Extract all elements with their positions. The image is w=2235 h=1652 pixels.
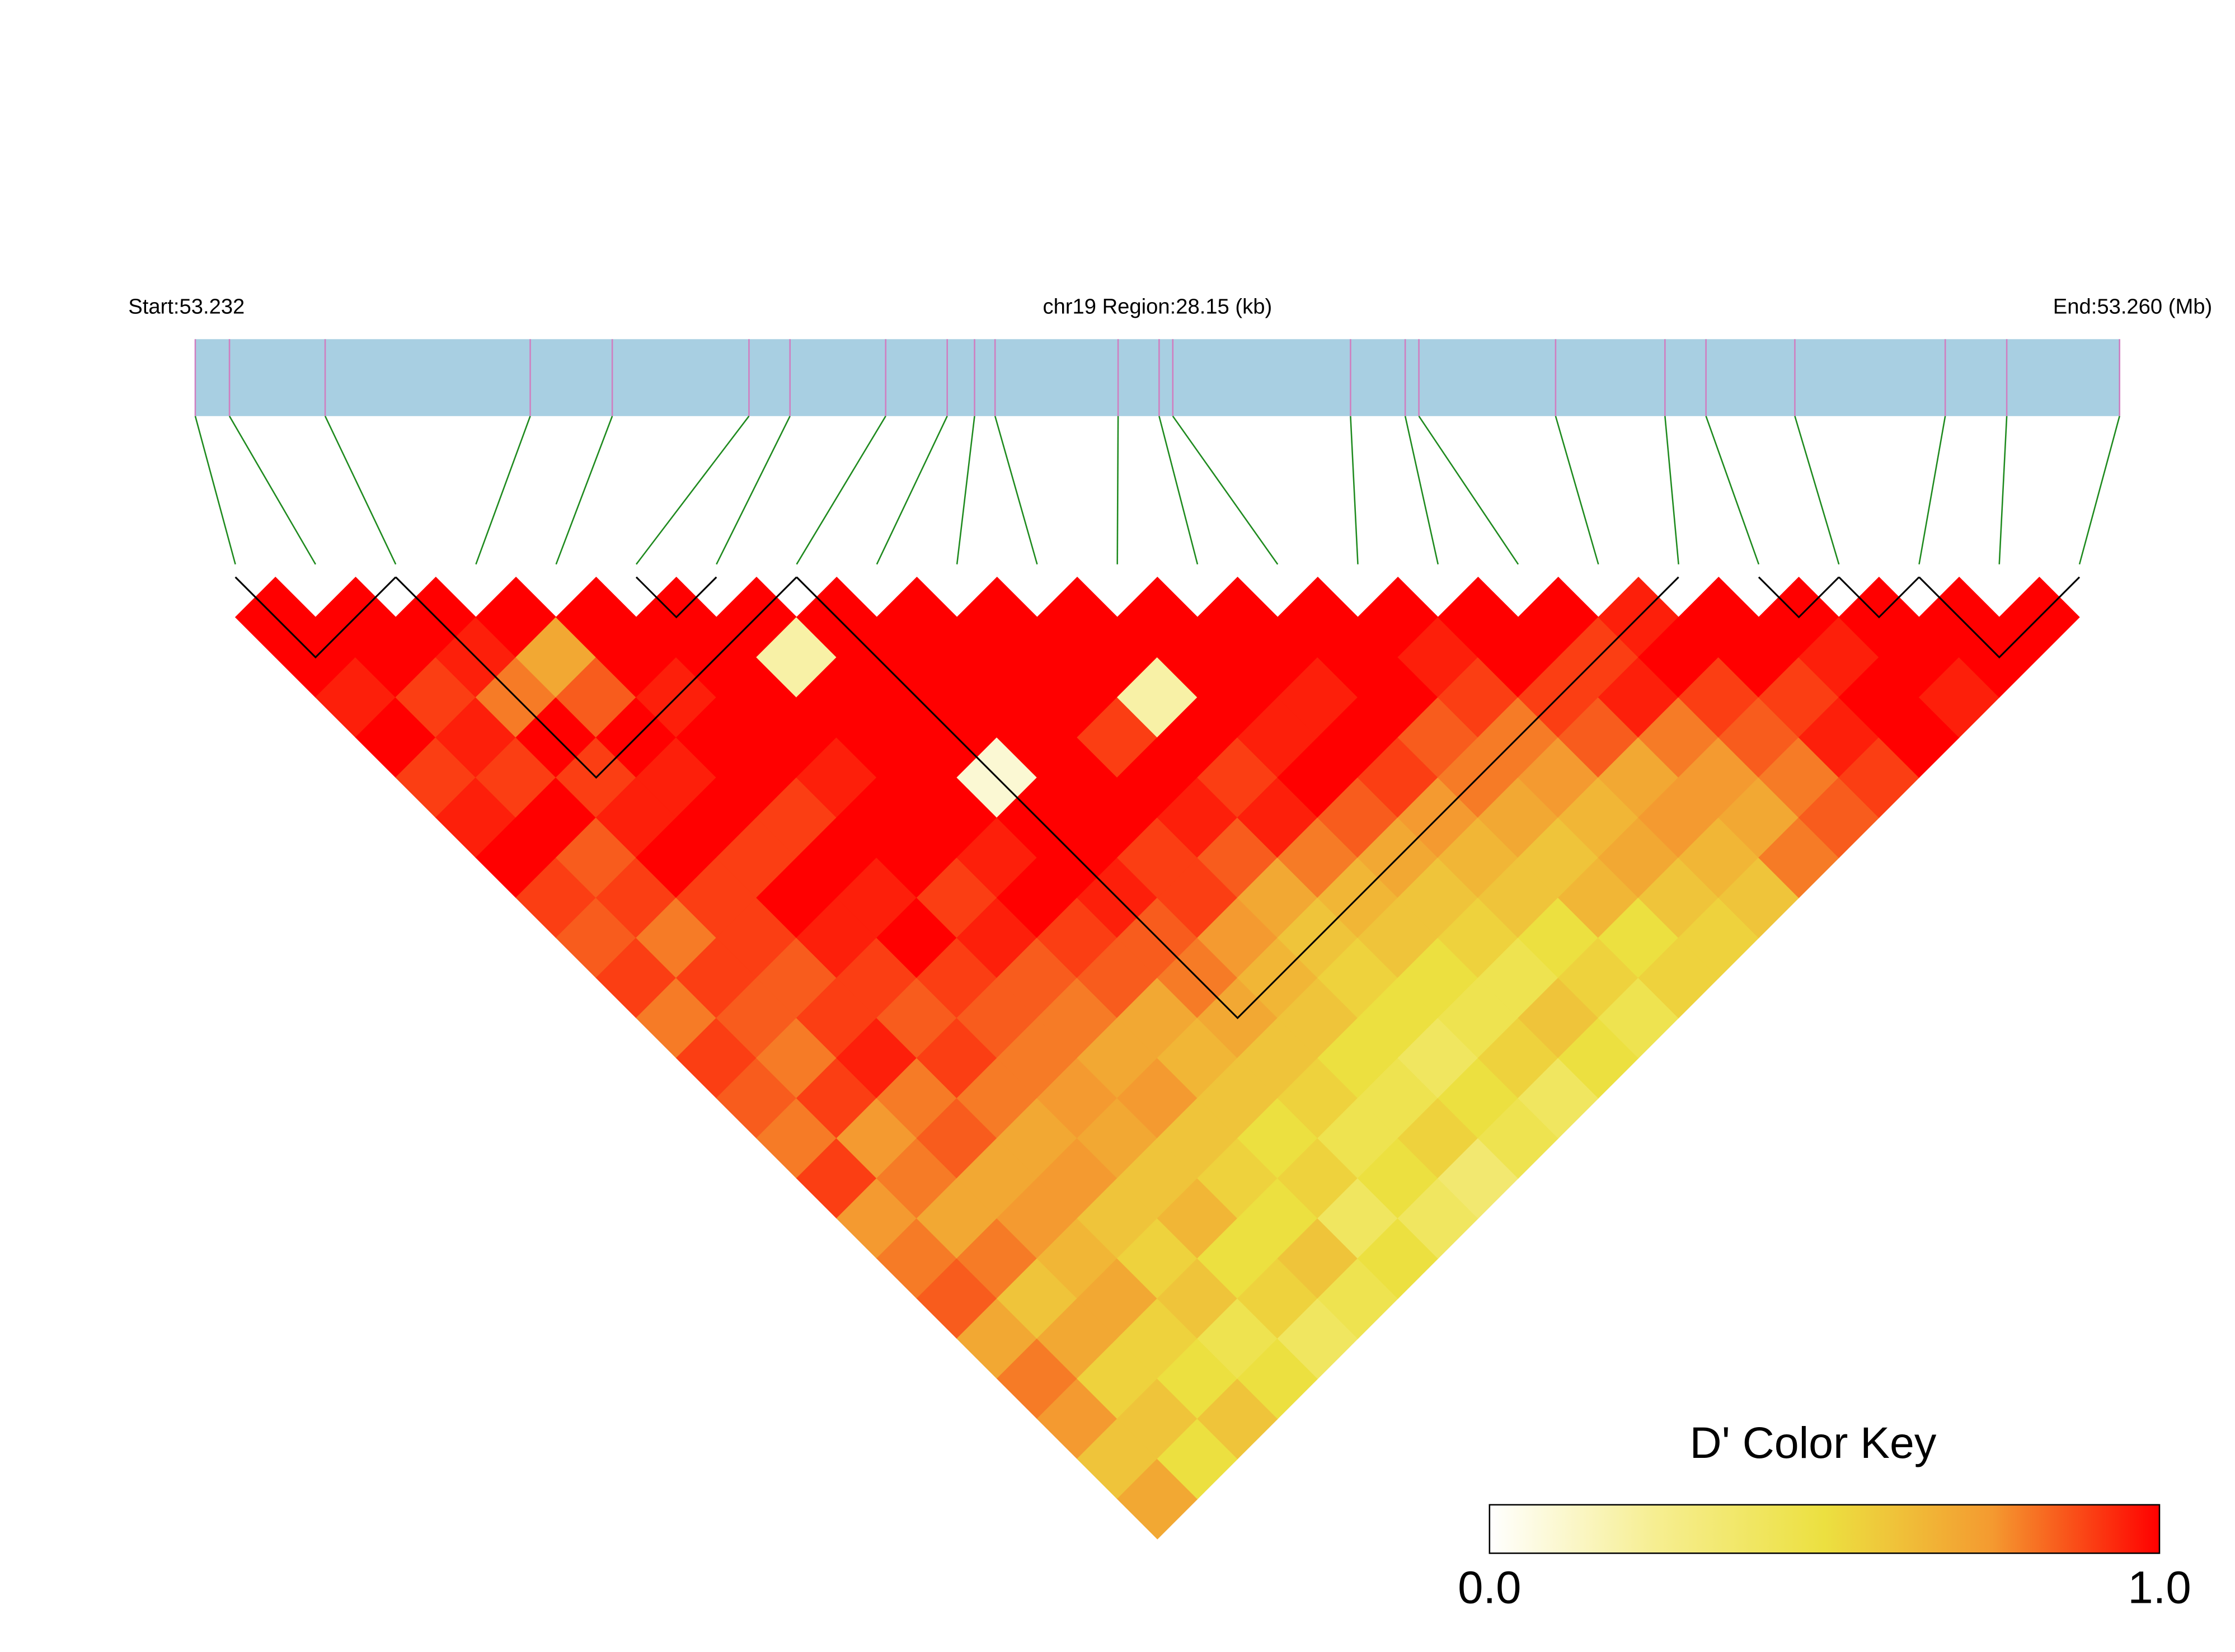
ld-block <box>1918 576 2081 659</box>
ld-block <box>635 576 717 619</box>
snp-connector <box>475 416 531 565</box>
end-label: End:53.260 (Mb) <box>2053 294 2212 318</box>
snp-connector <box>1794 416 1840 565</box>
key-title: D' Color Key <box>1690 1418 1937 1467</box>
snp-connector <box>1918 416 1946 564</box>
snp-connector <box>1172 416 1279 565</box>
start-label: Start:53.232 <box>128 294 245 318</box>
snp-connector <box>2078 416 2120 565</box>
snp-connector <box>956 416 975 564</box>
ld-block <box>234 576 397 659</box>
snp-connector <box>1664 416 1679 564</box>
ld-block <box>796 576 1679 1019</box>
snp-connector <box>796 416 886 565</box>
snp-connector <box>1555 416 1599 565</box>
snp-connector <box>716 416 791 565</box>
ld-block <box>1838 576 1920 619</box>
snp-connector <box>994 416 1038 565</box>
snp-connector <box>876 416 948 565</box>
snp-connector <box>1350 416 1359 564</box>
key-tick-label: 0.0 <box>1458 1562 1521 1613</box>
genome-bar <box>195 339 2120 416</box>
snp-connector <box>635 416 750 565</box>
color-key <box>1489 1504 2161 1554</box>
ld-block <box>1758 576 1840 619</box>
snp-connector <box>194 416 236 565</box>
snp-connector <box>1404 416 1439 564</box>
snp-connector <box>1705 416 1760 565</box>
snp-connector <box>1998 416 2008 564</box>
snp-connector <box>1158 416 1199 565</box>
ld-block <box>395 576 797 779</box>
snp-connector <box>228 416 316 565</box>
snp-connector <box>1418 416 1519 565</box>
snp-connector <box>324 416 397 565</box>
snp-connector <box>555 416 613 565</box>
region-label: chr19 Region:28.15 (kb) <box>1043 294 1272 318</box>
key-tick-label: 1.0 <box>2128 1562 2191 1613</box>
